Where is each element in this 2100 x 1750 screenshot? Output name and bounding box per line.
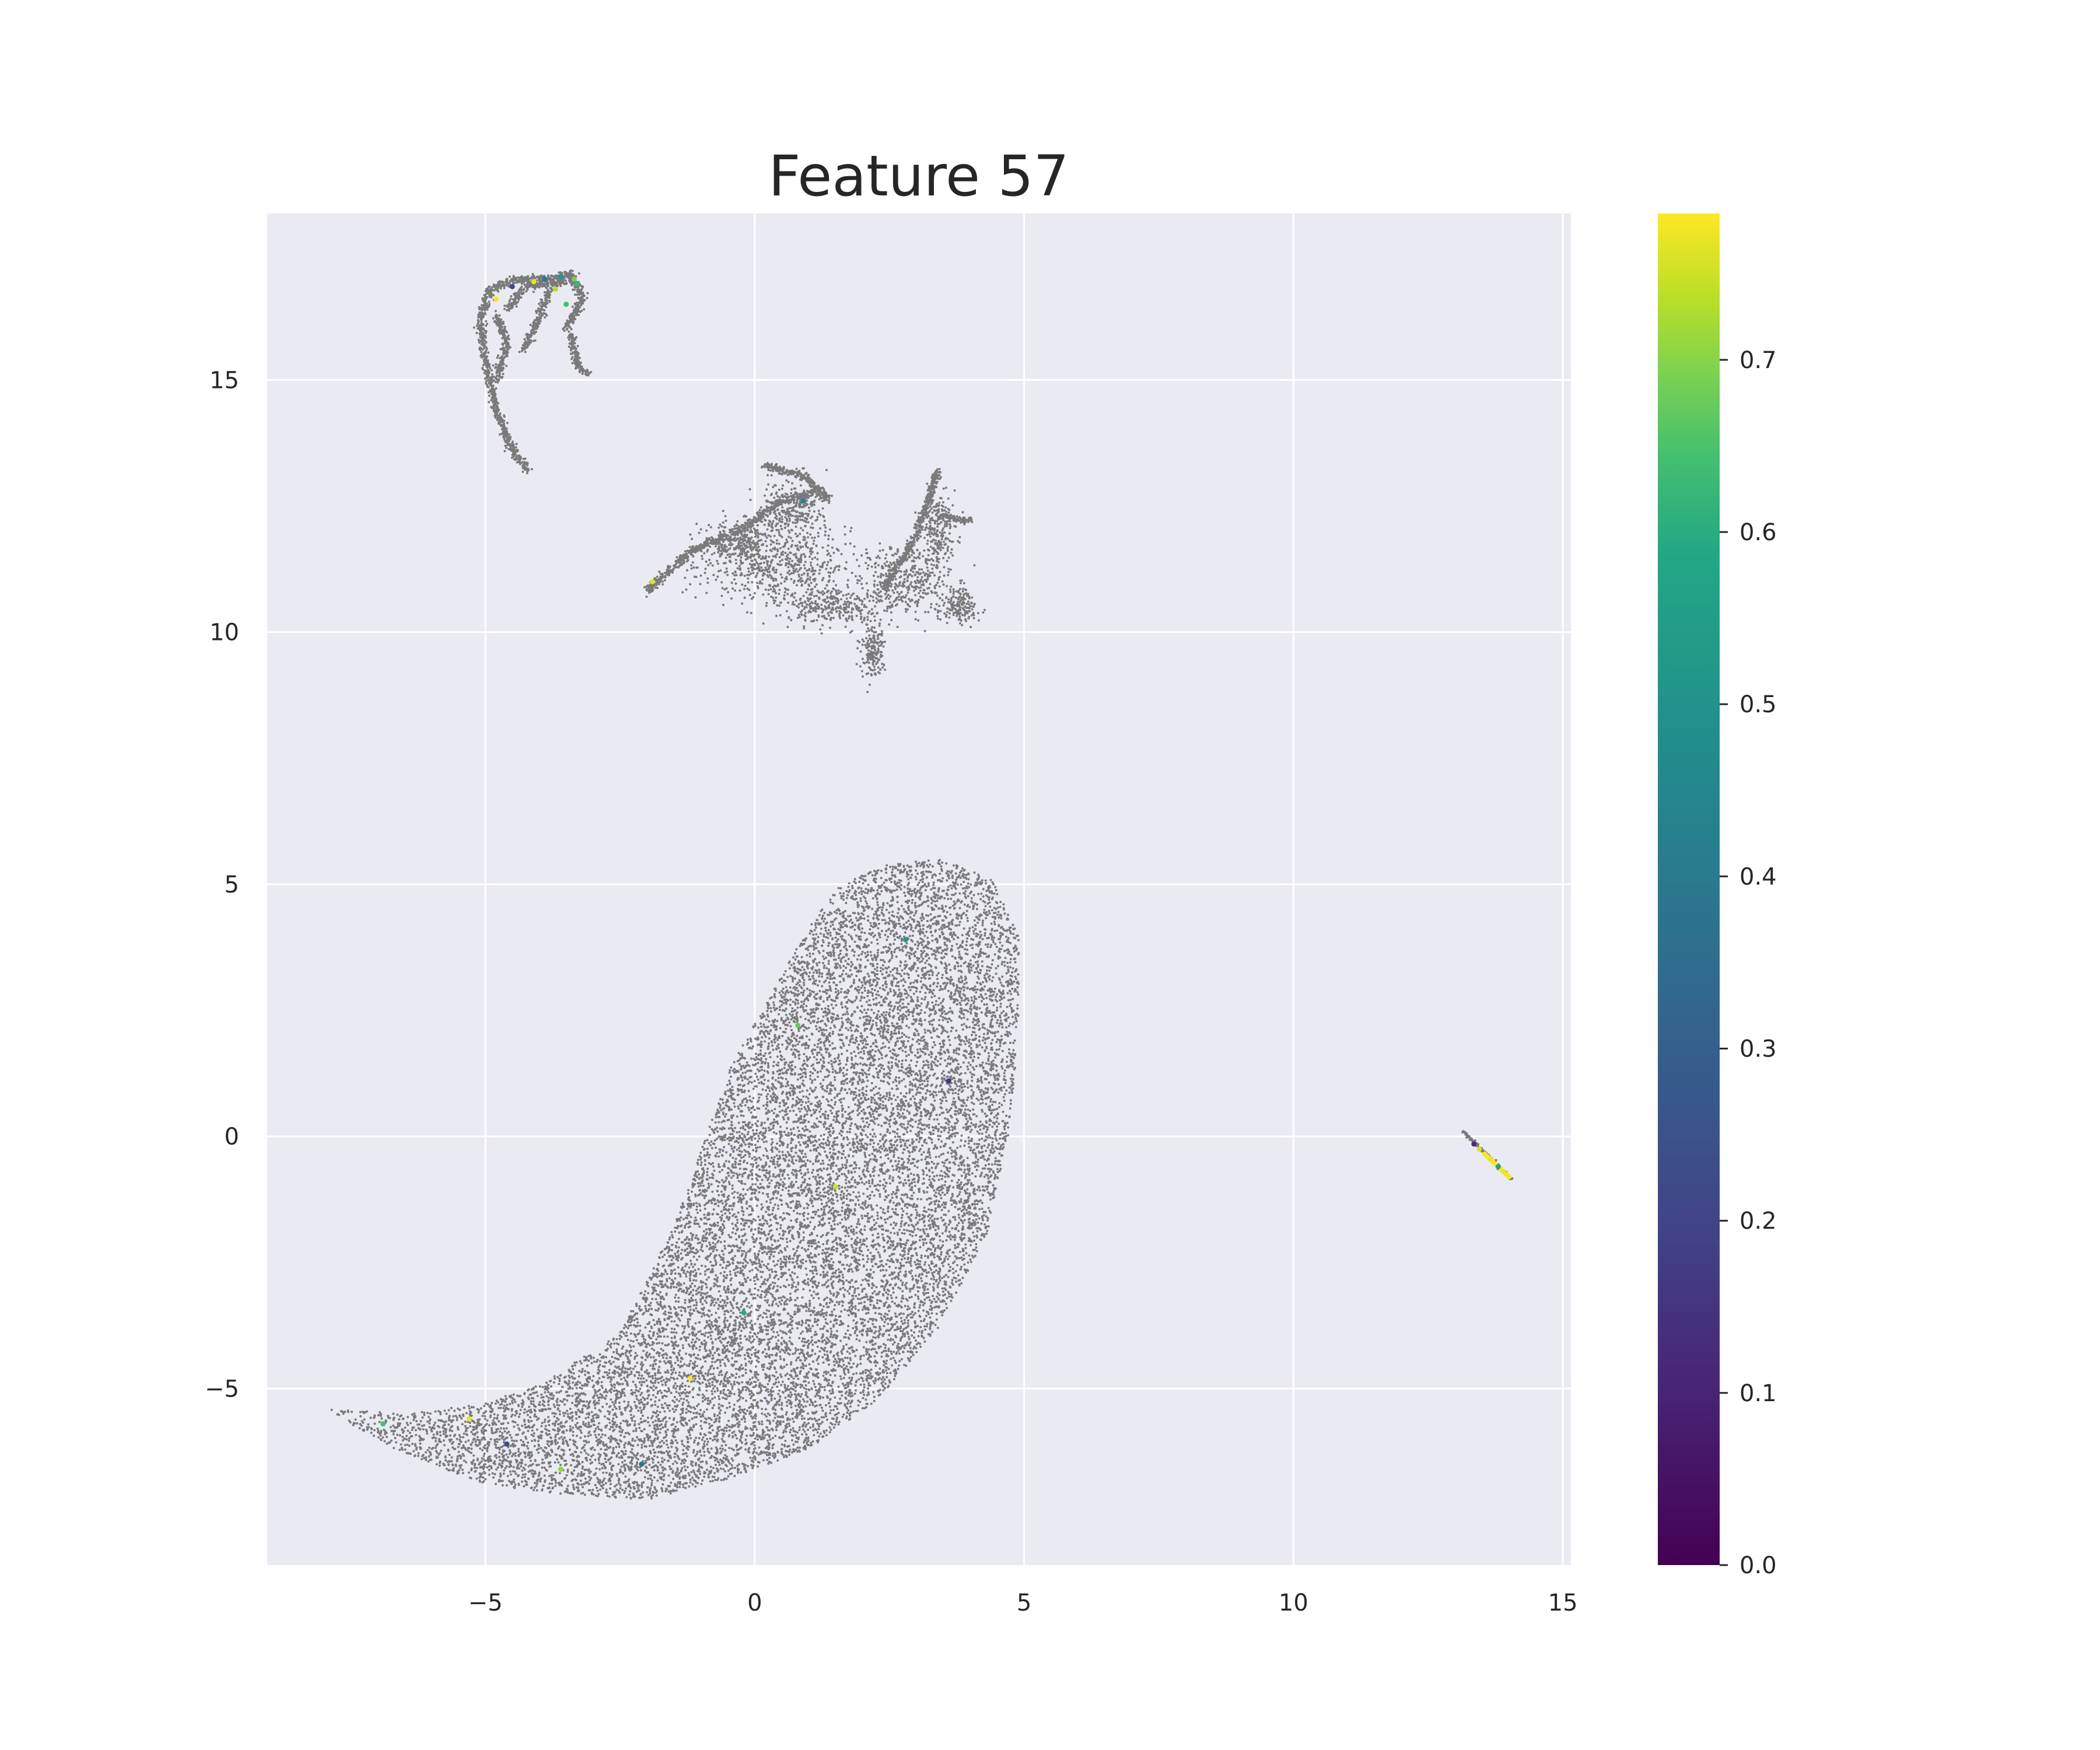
colored-point bbox=[1471, 1141, 1477, 1147]
colored-point bbox=[1490, 1158, 1496, 1164]
colored-point bbox=[504, 1441, 510, 1447]
colored-point bbox=[1485, 1154, 1490, 1160]
colored-point bbox=[1501, 1169, 1507, 1175]
y-tick-label: 5 bbox=[225, 872, 239, 898]
colorbar-tick-label: 0.2 bbox=[1740, 1208, 1777, 1235]
colored-point bbox=[552, 286, 558, 292]
colorbar-tick-label: 0.5 bbox=[1740, 691, 1777, 718]
colorbar-tick-label: 0.3 bbox=[1740, 1036, 1777, 1063]
colored-point bbox=[564, 302, 569, 307]
chart-title: Feature 57 bbox=[768, 144, 1069, 209]
colored-point bbox=[571, 276, 577, 282]
colored-point bbox=[494, 296, 499, 302]
colored-point bbox=[509, 284, 515, 289]
y-tick-label: 0 bbox=[225, 1124, 239, 1150]
y-axis-ticks: −5 0 5 10 15 bbox=[205, 367, 239, 1402]
colorbar-tick-label: 0.4 bbox=[1740, 863, 1777, 890]
colored-point bbox=[639, 1461, 645, 1467]
colored-point bbox=[466, 1416, 472, 1422]
colored-point bbox=[1476, 1146, 1482, 1152]
colorbar-tick-label: 0.6 bbox=[1740, 519, 1777, 546]
x-tick-label: −5 bbox=[468, 1590, 503, 1616]
grid-lines bbox=[267, 214, 1571, 1565]
colored-point bbox=[946, 1078, 951, 1084]
colored-point bbox=[902, 937, 908, 943]
colored-point bbox=[574, 281, 580, 287]
y-tick-label: 15 bbox=[209, 367, 239, 394]
colored-point bbox=[741, 1310, 747, 1316]
colored-point bbox=[531, 279, 537, 285]
x-tick-label: 15 bbox=[1548, 1590, 1578, 1616]
y-tick-label: −5 bbox=[205, 1376, 239, 1402]
colorbar-tick-label: 0.0 bbox=[1740, 1552, 1777, 1579]
colored-point bbox=[795, 1023, 801, 1028]
colored-point bbox=[558, 274, 564, 279]
colored-point bbox=[380, 1421, 386, 1427]
colored-point bbox=[558, 1466, 564, 1472]
colored-point bbox=[1495, 1164, 1501, 1170]
colorbar-ticks: 0.0 0.1 0.2 0.3 0.4 0.5 0.6 0.7 bbox=[1720, 347, 1777, 1579]
x-tick-label: 0 bbox=[747, 1590, 762, 1616]
y-tick-label: 10 bbox=[209, 620, 239, 646]
colored-point bbox=[1506, 1174, 1512, 1180]
x-tick-label: 5 bbox=[1017, 1590, 1031, 1616]
colorbar bbox=[1658, 214, 1720, 1565]
colored-point bbox=[649, 579, 655, 584]
x-axis-ticks: −5 0 5 10 15 bbox=[468, 1590, 1578, 1616]
x-tick-label: 10 bbox=[1279, 1590, 1308, 1616]
plot-area bbox=[267, 214, 1571, 1565]
scatter-point-group-main-body bbox=[330, 859, 1020, 1500]
colored-scatter-points bbox=[380, 274, 1512, 1472]
colored-point bbox=[542, 276, 548, 282]
colored-point bbox=[832, 1184, 838, 1190]
colored-point bbox=[800, 498, 806, 504]
colorbar-tick-label: 0.1 bbox=[1740, 1380, 1777, 1407]
colorbar-tick-label: 0.7 bbox=[1740, 347, 1777, 374]
colored-point bbox=[687, 1376, 693, 1381]
